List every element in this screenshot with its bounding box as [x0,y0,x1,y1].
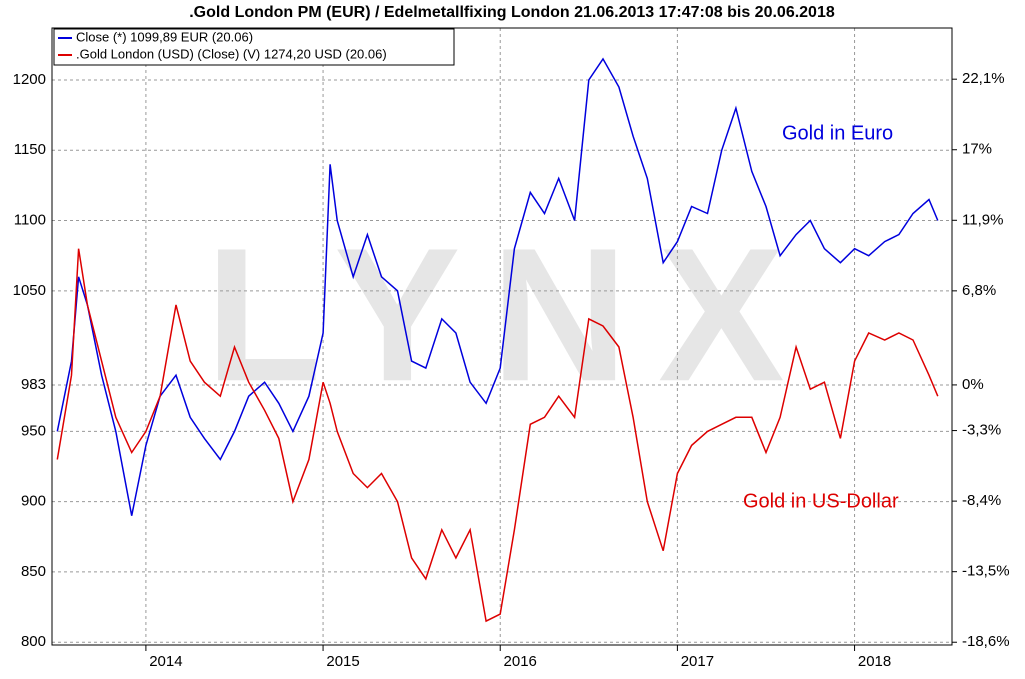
y2-tick-label: 17% [962,141,992,158]
y-tick-label: 800 [21,633,46,650]
watermark: LYNX [205,209,814,421]
y2-tick-label: 6,8% [962,282,996,299]
x-tick-label: 2015 [326,653,359,670]
y2-tick-label: -13,5% [962,563,1010,580]
y-tick-label: 850 [21,563,46,580]
y2-tick-label: -3,3% [962,422,1001,439]
x-tick-label: 2014 [149,653,182,670]
y-tick-label: 983 [21,376,46,393]
y2-tick-label: -8,4% [962,492,1001,509]
legend-box [53,28,455,66]
x-tick-label: 2017 [681,653,714,670]
x-tick-label: 2018 [858,653,891,670]
annotation: Gold in Euro [782,122,893,144]
legend-label: .Gold London (USD) (Close) (V) 1274,20 U… [76,46,387,61]
legend-label: Close (*) 1099,89 EUR (20.06) [76,29,253,44]
plot-frame [51,27,953,646]
series-line [56,248,939,623]
y2-tick-label: -18,6% [962,633,1010,650]
y2-tick-label: 0% [962,376,984,393]
series-line [56,57,939,516]
y-tick-label: 950 [21,422,46,439]
chart-title: .Gold London PM (EUR) / Edelmetallfixing… [189,4,835,21]
y-tick-label: 1200 [13,71,46,88]
y-tick-label: 900 [21,493,46,510]
y2-tick-label: 22,1% [962,70,1005,87]
y-tick-label: 1050 [13,282,46,299]
x-tick-label: 2016 [504,653,537,670]
y-tick-label: 1150 [14,141,46,158]
y-tick-label: 1100 [14,212,46,229]
y2-tick-label: 11,9% [962,211,1003,228]
annotation: Gold in US-Dollar [743,490,899,512]
